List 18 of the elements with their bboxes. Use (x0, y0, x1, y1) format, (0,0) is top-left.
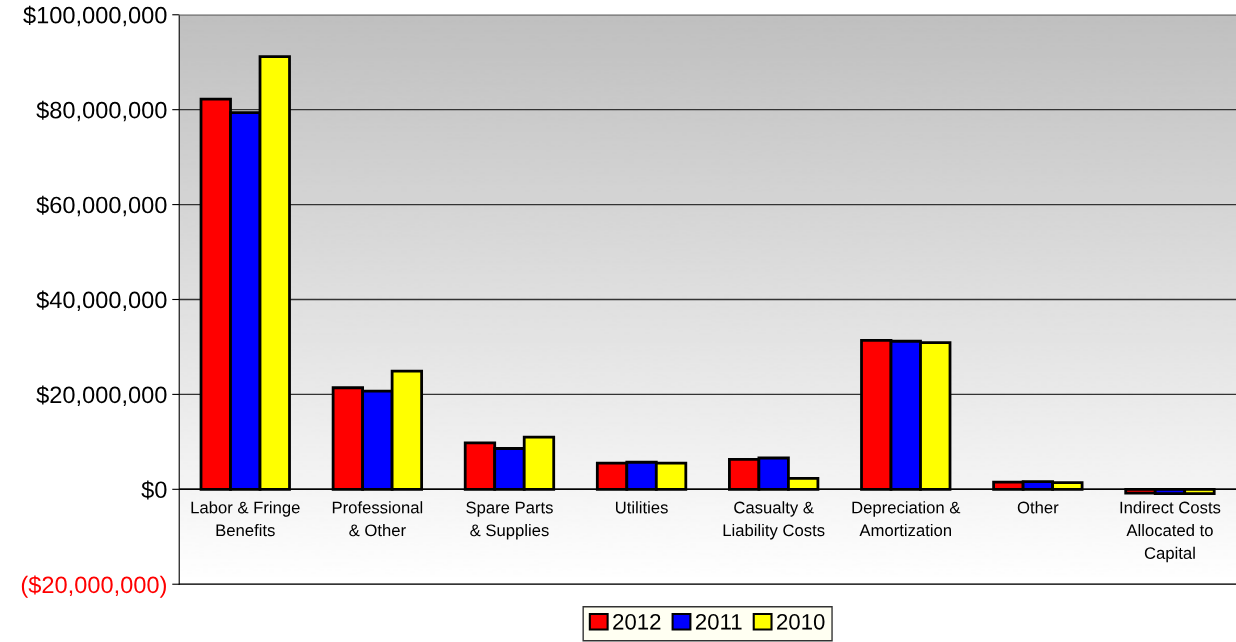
y-tick-label: $20,000,000 (36, 385, 167, 406)
legend-label: 2012 (613, 613, 661, 630)
x-tick-label: Other (1017, 501, 1059, 514)
y-tick-label: $80,000,000 (36, 100, 167, 122)
x-tick-label: Indirect Costs Allocated to Capital (1120, 501, 1221, 563)
x-tick-label: Spare Parts & Supplies (466, 501, 553, 540)
x-tick-label: Professional & Other (332, 501, 423, 537)
legend-label: 2010 (777, 613, 825, 630)
y-tick-label: $40,000,000 (36, 290, 167, 312)
y-tick-label: $0 (141, 480, 167, 500)
x-tick-label: Depreciation & Amortization (852, 501, 961, 537)
x-tick-label: Utilities (615, 501, 668, 514)
legend-label: 2011 (695, 613, 742, 630)
y-tick-label: $60,000,000 (36, 195, 167, 217)
y-tick-label: $100,000,000 (23, 5, 167, 27)
y-tick-label: ($20,000,000) (21, 575, 166, 598)
x-tick-label: Casualty & Liability Costs (723, 501, 825, 540)
x-tick-label: Labor & Fringe Benefits (191, 501, 300, 537)
